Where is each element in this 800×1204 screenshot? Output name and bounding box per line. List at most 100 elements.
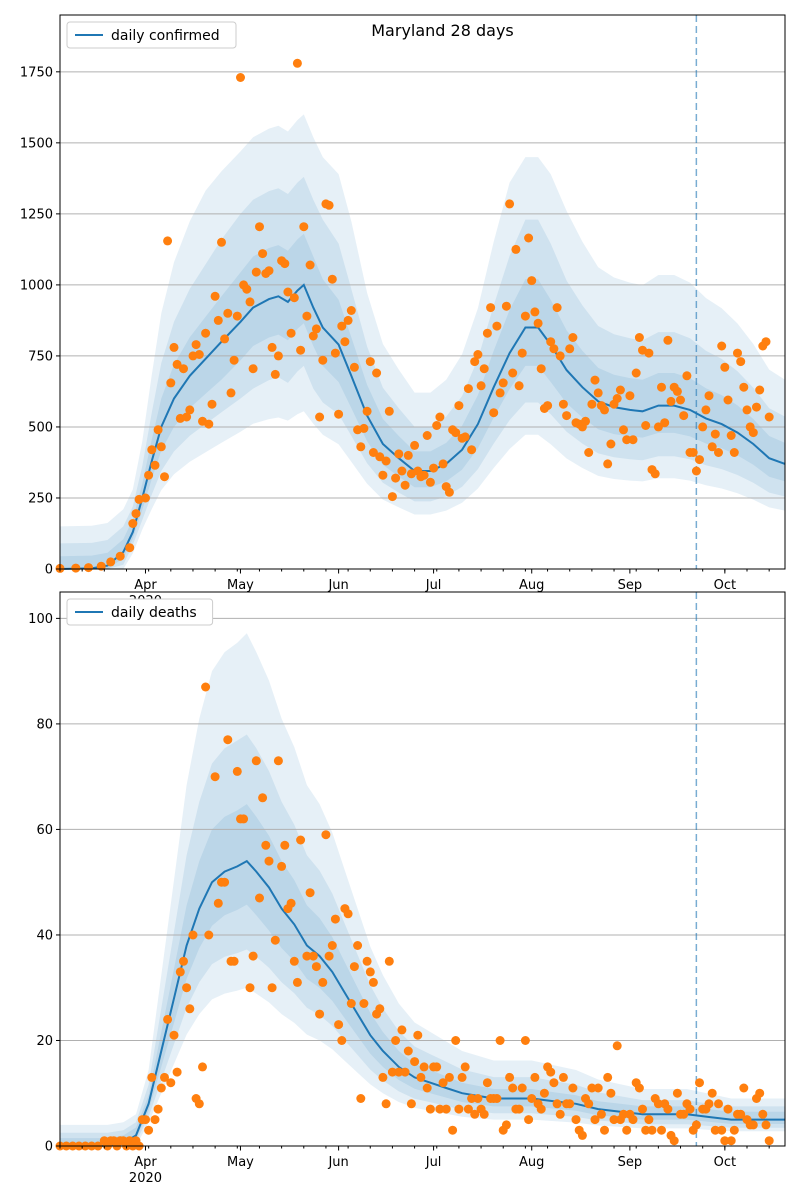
observed-point: [289, 293, 299, 303]
observed-point: [748, 1120, 758, 1130]
observed-point: [552, 1099, 562, 1109]
observed-point: [596, 1109, 606, 1119]
observed-point: [175, 967, 185, 977]
observed-point: [631, 368, 641, 378]
observed-point: [432, 421, 442, 430]
observed-point: [204, 930, 214, 940]
x-tick-label: Apr: [134, 1155, 157, 1170]
observed-point: [698, 422, 708, 432]
observed-point: [365, 967, 375, 977]
observed-point: [359, 423, 369, 433]
observed-point: [232, 311, 242, 321]
y-tick-label: 80: [36, 717, 53, 732]
observed-point: [330, 914, 340, 924]
observed-point: [359, 999, 369, 1008]
observed-point: [482, 1078, 492, 1088]
x-tick-label: Jun: [327, 578, 348, 593]
observed-point: [289, 956, 299, 966]
observed-point: [761, 1120, 771, 1130]
observed-point: [600, 1125, 609, 1135]
observed-point: [584, 1099, 594, 1109]
observed-point: [710, 429, 720, 439]
observed-point: [286, 898, 296, 908]
observed-point: [622, 1125, 632, 1135]
y-tick-label: 100: [28, 612, 53, 627]
y-tick-label: 20: [36, 1034, 53, 1049]
observed-point: [305, 260, 315, 270]
observed-point: [144, 470, 154, 480]
observed-point: [470, 1109, 480, 1119]
observed-point: [501, 1120, 511, 1130]
observed-point: [615, 385, 625, 395]
observed-point: [172, 1067, 182, 1077]
observed-point: [349, 962, 359, 972]
observed-point: [153, 1104, 163, 1114]
observed-point: [508, 368, 518, 378]
observed-point: [717, 1125, 727, 1135]
observed-point: [400, 480, 410, 490]
observed-point: [248, 951, 258, 961]
observed-point: [438, 1078, 448, 1088]
observed-point: [482, 328, 492, 338]
uncertainty-band-1: [60, 633, 785, 1146]
observed-point: [454, 1104, 464, 1114]
observed-point: [587, 399, 597, 409]
observed-point: [141, 1115, 150, 1125]
observed-point: [169, 1030, 179, 1040]
observed-point: [764, 412, 774, 422]
observed-point: [511, 244, 521, 254]
observed-point: [568, 333, 578, 342]
y-tick-label: 500: [28, 420, 53, 435]
observed-point: [682, 371, 692, 381]
observed-point: [422, 1083, 432, 1093]
observed-point: [217, 237, 226, 247]
observed-point: [255, 893, 264, 903]
observed-point: [204, 419, 214, 429]
observed-point: [739, 382, 749, 392]
observed-point: [280, 259, 290, 269]
observed-point: [406, 1099, 416, 1109]
observed-point: [273, 756, 283, 766]
observed-point: [647, 1125, 657, 1135]
model-line: [60, 859, 785, 1147]
observed-point: [248, 364, 258, 374]
axes-frame: [59, 591, 786, 1147]
observed-point: [144, 1125, 154, 1135]
observed-point: [160, 1072, 169, 1082]
observed-point: [644, 1115, 654, 1125]
observed-point: [280, 840, 290, 850]
observed-point: [172, 359, 182, 369]
observed-point: [657, 382, 666, 392]
observed-point: [387, 492, 397, 502]
observed-point: [463, 1104, 473, 1114]
observed-point: [672, 1088, 682, 1098]
observed-point: [283, 287, 293, 297]
observed-point: [527, 276, 537, 286]
observed-point: [495, 388, 505, 398]
observed-point: [460, 432, 470, 442]
observed-point: [327, 274, 337, 284]
y-tick-label: 750: [28, 349, 53, 364]
y-tick-label: 0: [45, 563, 53, 578]
observed-point: [546, 337, 556, 347]
observed-point: [653, 1099, 663, 1109]
observed-point: [368, 448, 378, 457]
observed-point: [625, 391, 635, 401]
observed-point: [141, 493, 150, 503]
observed-point: [606, 439, 616, 449]
observed-point: [305, 888, 315, 898]
observed-point: [720, 1136, 730, 1146]
observed-point: [213, 315, 223, 325]
observed-point: [644, 348, 654, 358]
observed-point: [612, 1041, 622, 1051]
observed-point: [641, 1125, 651, 1135]
observed-point: [524, 1115, 534, 1125]
observed-point: [524, 233, 534, 243]
observed-point: [726, 431, 736, 440]
observed-point: [707, 442, 717, 452]
observed-point: [324, 951, 334, 961]
observed-point: [308, 331, 318, 341]
observed-point: [394, 449, 404, 459]
